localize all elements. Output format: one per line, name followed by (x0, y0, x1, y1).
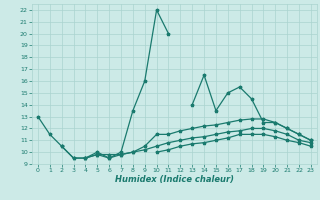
X-axis label: Humidex (Indice chaleur): Humidex (Indice chaleur) (115, 175, 234, 184)
